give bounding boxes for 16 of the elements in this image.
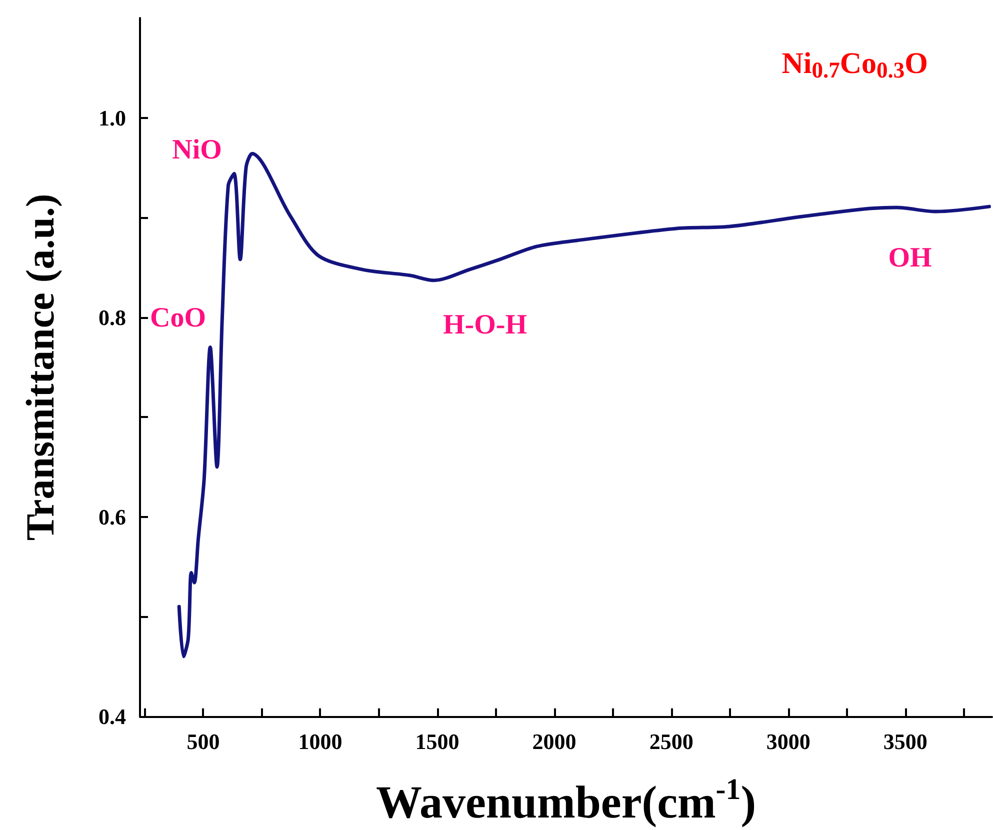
annotation: OH [888,242,932,274]
x-tick-label: 2000 [532,728,576,754]
annotation: CoO [150,302,206,334]
x-tick-label: 1000 [298,728,342,754]
y-tick-label: 0.4 [98,704,126,729]
x-tick-label: 2500 [649,728,694,754]
y-tick-label: 0.8 [98,304,126,330]
x-tick-label: 3500 [883,728,928,754]
x-tick-label: 3000 [766,728,810,754]
x-tick-label: 500 [186,728,220,754]
annotation: H-O-H [443,310,528,340]
y-axis-title: Transmittance (a.u.) [18,194,62,541]
annotation: NiO [172,134,222,166]
y-tick-label: 1.0 [98,105,126,130]
y-tick-label: 0.6 [98,504,126,530]
x-tick-label: 1500 [415,728,460,754]
